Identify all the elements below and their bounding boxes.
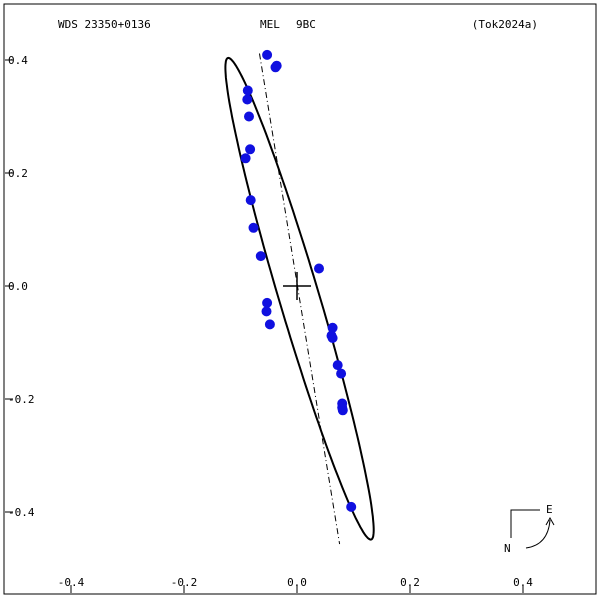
observation-point [255, 251, 266, 262]
x-tick-label: -0.4 [58, 576, 85, 589]
compass: E N [504, 503, 555, 555]
y-tick-label: -0.4 [8, 506, 35, 519]
y-tick-label: -0.2 [8, 393, 35, 406]
line-of-apsides [258, 53, 341, 545]
observation-point [332, 360, 343, 371]
observation-point [262, 297, 273, 308]
compass-north-label: N [504, 542, 511, 555]
y-tick-label: 0.4 [8, 54, 28, 67]
x-tick-label: 0.4 [513, 576, 533, 589]
compass-arrow-arc [525, 519, 551, 549]
observation-point [314, 263, 324, 274]
observation-point [346, 501, 357, 512]
observation-point [245, 144, 256, 155]
primary-star-cross [283, 272, 311, 300]
observation-point [327, 333, 338, 343]
compass-arrowhead [545, 516, 555, 526]
header-component: 9BC [296, 18, 316, 31]
observation-point [337, 405, 348, 416]
orbit-ellipse [224, 56, 375, 541]
observation-point [336, 368, 347, 379]
x-tick-label: 0.2 [400, 576, 420, 589]
observation-point [242, 94, 253, 105]
observation-point [245, 195, 256, 206]
observation-point [248, 222, 259, 233]
observation-point [240, 153, 251, 164]
header-reference: (Tok2024a) [472, 18, 538, 31]
compass-east-label: E [546, 503, 553, 516]
axes: -0.4 -0.2 0.0 0.2 0.4 0.4 0.2 0.0 -0.2 -0.4 [5, 54, 533, 593]
observation-point [242, 85, 253, 96]
compass-bracket [510, 509, 540, 538]
x-tick-label: -0.2 [171, 576, 198, 589]
observation-point [264, 319, 275, 330]
y-tick-label: 0.2 [8, 167, 28, 180]
observation-point [244, 111, 254, 122]
observation-point [261, 306, 272, 317]
observation-point [262, 49, 273, 60]
header-discoverer: MEL [260, 18, 280, 31]
observation-point [270, 62, 281, 73]
observation-points [240, 49, 357, 512]
header-wds-id: WDS 23350+0136 [58, 18, 151, 31]
x-tick-label: 0.0 [287, 576, 307, 589]
y-tick-label: 0.0 [8, 280, 28, 293]
